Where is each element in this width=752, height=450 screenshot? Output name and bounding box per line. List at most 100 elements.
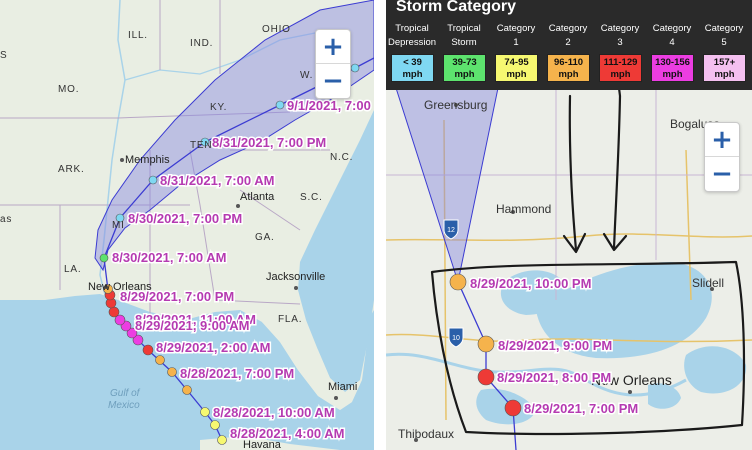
city-dots — [104, 158, 338, 400]
city-label-jacksonville: Jacksonville — [266, 271, 325, 283]
legend-category-header: Tropical Storm — [438, 22, 490, 50]
legend-category-header: Category 2 — [542, 22, 594, 50]
storm-track-points — [99, 63, 360, 445]
state-borders — [0, 0, 330, 320]
state-label-ind: IND. — [190, 38, 213, 49]
state-label-edge: S — [0, 50, 7, 61]
legend-range: 130-156 — [655, 57, 690, 68]
track-label: 8/28/2021, 10:00 AM — [213, 405, 335, 420]
track-point — [99, 253, 109, 263]
track-point — [132, 334, 144, 346]
legend-category-name: Storm — [451, 37, 477, 48]
water-label-mexico: Mexico — [108, 400, 140, 411]
state-label-la: LA. — [64, 264, 81, 275]
legend-category-name: Category — [496, 23, 536, 34]
track-label: 8/28/2021, 4:00 AM — [230, 426, 344, 441]
legend-swatch-tropical-depression: < 39 mph — [391, 54, 434, 82]
track-labels: 8/29/2021, 10:00 PM 8/29/2021, 9:00 PM 8… — [469, 275, 640, 418]
annotation-arrow — [612, 78, 622, 250]
track-point — [210, 420, 220, 430]
gulf-water — [0, 294, 374, 450]
legend-category-name: 1 — [513, 37, 519, 48]
forecast-cone — [94, 0, 374, 272]
hand-drawn-annotation — [430, 78, 746, 436]
city-label-memphis: Memphis — [125, 154, 170, 166]
zoom-in-button[interactable]: + — [316, 30, 350, 64]
state-label-ky: KY. — [210, 102, 227, 113]
state-label-fla: FLA. — [278, 314, 302, 325]
track-point — [200, 407, 210, 417]
track-label: 8/29/2021, 2:00 AM — [156, 340, 270, 355]
track-label: 8/29/2021, 7:00 PM — [120, 289, 234, 304]
state-label-mo: MO. — [58, 84, 79, 95]
legend-category-name: Category — [704, 23, 744, 34]
annotation-arrowhead — [562, 232, 587, 254]
interstate-12-label: 12 — [447, 227, 455, 234]
legend-swatch-category-1: 74-95 mph — [495, 54, 538, 82]
state-label-miss: MI — [112, 220, 125, 231]
local-map-canvas: 12 10 Greensburg Bogalusa Hammond Slidel… — [386, 78, 752, 450]
storm-track-points — [449, 273, 522, 417]
legend-category-header: Tropical Depression — [386, 22, 438, 50]
lake-borgne — [684, 346, 747, 394]
water-label-gulf: Gulf of — [110, 388, 141, 399]
track-label: 8/31/2021, 7:00 AM — [160, 173, 274, 188]
track-point — [108, 306, 120, 318]
city-label-greensburg: Greensburg — [424, 98, 487, 112]
state-label-ark: ARK. — [58, 164, 85, 175]
storm-category-legend: Storm Category Tropical Depression Tropi… — [386, 0, 752, 90]
state-label-sc: S.C. — [300, 192, 323, 203]
legend-swatch-category-2: 96-110 mph — [547, 54, 590, 82]
track-label: 8/29/2021, 9:00 PM — [498, 338, 612, 353]
local-map[interactable]: 12 10 Greensburg Bogalusa Hammond Slidel… — [386, 0, 752, 450]
legend-unit: mph — [558, 69, 579, 80]
mississippi-river — [386, 352, 687, 397]
state-label-tenn: TENN. — [190, 140, 224, 151]
atlantic-water — [298, 110, 374, 392]
legend-range: 157+ — [713, 57, 736, 68]
zoom-out-button[interactable]: − — [322, 66, 344, 96]
legend-range: < 39 — [403, 57, 422, 68]
legend-unit: mph — [506, 69, 527, 80]
right-zoom-control: + − — [704, 122, 740, 192]
legend-unit: mph — [402, 69, 423, 80]
track-point — [200, 137, 210, 147]
track-point — [217, 435, 227, 445]
city-label-new-orleans: New Orleans — [591, 372, 672, 388]
track-point — [142, 344, 154, 356]
annotation-box — [430, 260, 746, 436]
annotation-arrowhead — [602, 232, 628, 252]
legend-category-name: Tropical — [395, 23, 429, 34]
track-label: 8/29/2021, 9:00 AM — [135, 318, 249, 333]
state-label-ga: GA. — [255, 232, 275, 243]
track-label: 8/28/2021, 7:00 PM — [180, 366, 294, 381]
track-point — [350, 63, 360, 73]
zoom-out-button[interactable]: − — [711, 159, 733, 189]
track-point — [504, 399, 522, 417]
city-label-slidell: Slidell — [692, 276, 724, 290]
legend-category-header: Category 3 — [594, 22, 646, 50]
track-point — [114, 314, 126, 326]
legend-category-name: Category — [652, 23, 692, 34]
regional-map-canvas: ILL. IND. OHIO MO. KY. W. TENN. N.C. ARK… — [0, 0, 374, 450]
regional-map[interactable]: ILL. IND. OHIO MO. KY. W. TENN. N.C. ARK… — [0, 0, 374, 450]
legend-category-name: 3 — [617, 37, 623, 48]
track-label: 9/1/2021, 7:00 — [287, 98, 371, 113]
state-label-nc: N.C. — [330, 152, 353, 163]
city-label-atlanta: Atlanta — [240, 191, 275, 203]
legend-category-name: 2 — [565, 37, 571, 48]
legend-category-name: 4 — [669, 37, 675, 48]
interstate-10-label: 10 — [452, 335, 460, 342]
track-label: 8/29/2021, 7:00 PM — [524, 401, 638, 416]
track-label: 8/30/2021, 7:00 PM — [128, 211, 242, 226]
track-point — [148, 175, 158, 185]
cuba-land — [200, 436, 340, 450]
zoom-in-button[interactable]: + — [705, 123, 739, 157]
legend-title: Storm Category — [396, 0, 517, 15]
track-point — [126, 327, 138, 339]
legend-range: 39-73 — [452, 57, 477, 68]
track-label: 8/30/2021, 7:00 AM — [112, 250, 226, 265]
marsh-water — [648, 383, 681, 409]
legend-category-header: Category 1 — [490, 22, 542, 50]
legend-unit: mph — [454, 69, 475, 80]
